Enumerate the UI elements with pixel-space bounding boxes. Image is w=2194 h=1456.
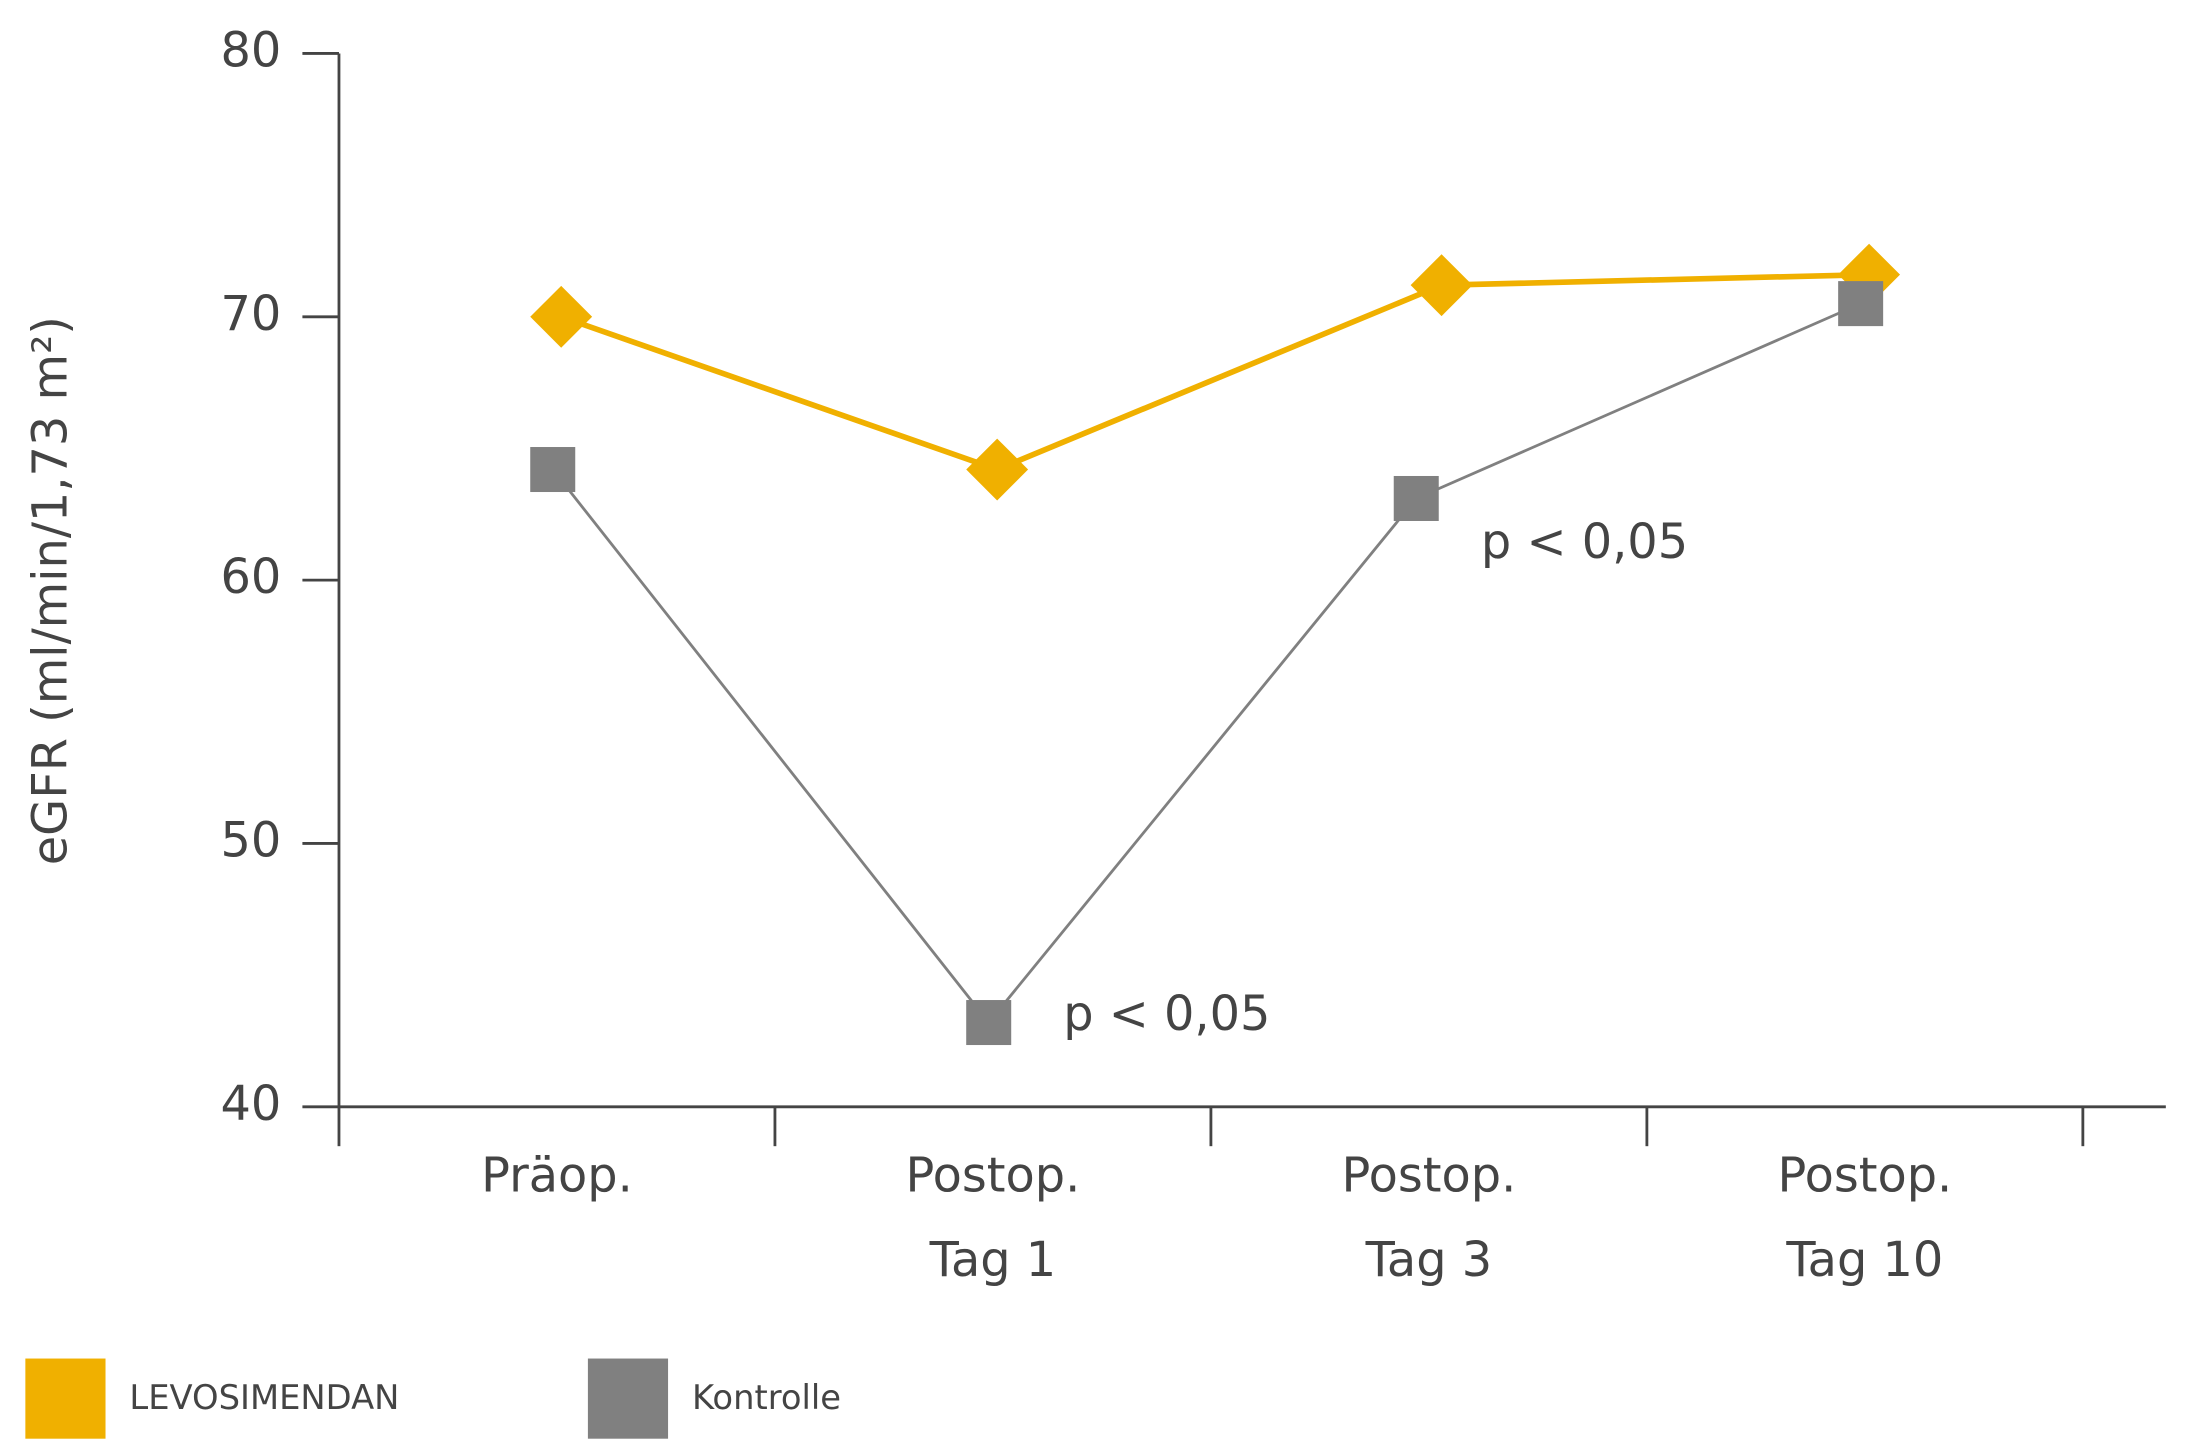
legend-swatch [25, 1358, 106, 1439]
marker [530, 447, 576, 493]
legend-swatch [587, 1358, 669, 1439]
annotation: p < 0,05 [1481, 515, 1688, 570]
marker [1410, 254, 1473, 317]
x-tick-label: Präop. [481, 1149, 633, 1204]
x-tick-label: Tag 10 [1785, 1233, 1943, 1288]
y-tick-label: 50 [220, 813, 281, 868]
y-tick-label: 80 [220, 23, 281, 78]
marker [966, 1000, 1012, 1046]
x-tick-label: Tag 3 [1365, 1233, 1493, 1288]
marker [1838, 281, 1884, 327]
series-line [560, 271, 1870, 473]
legend-label: Kontrolle [692, 1378, 841, 1417]
x-tick-label: Postop. [1342, 1149, 1517, 1204]
y-tick-label: 40 [220, 1077, 281, 1132]
x-tick-label: Postop. [1777, 1149, 1952, 1204]
y-axis-label: eGFR (ml/min/1,73 m²) [23, 316, 78, 865]
annotation: p < 0,05 [1063, 987, 1270, 1042]
x-tick-label: Postop. [906, 1149, 1081, 1204]
series-line [551, 302, 1862, 1025]
marker [530, 285, 593, 348]
x-tick-label: Tag 1 [929, 1233, 1057, 1288]
legend-label: LEVOSIMENDAN [129, 1378, 399, 1417]
y-tick-label: 70 [220, 287, 281, 342]
marker [966, 438, 1029, 501]
marker [1393, 475, 1439, 521]
y-tick-label: 60 [220, 550, 281, 605]
